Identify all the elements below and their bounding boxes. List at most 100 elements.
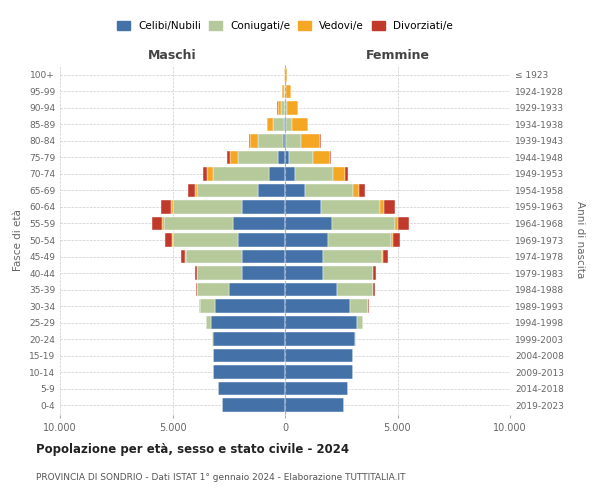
- Bar: [323, 266, 373, 280]
- Bar: [305, 184, 353, 197]
- Bar: [222, 398, 285, 412]
- Bar: [278, 101, 281, 114]
- Bar: [230, 150, 238, 164]
- Bar: [359, 184, 365, 197]
- Bar: [355, 332, 356, 346]
- Bar: [285, 167, 295, 180]
- Bar: [215, 300, 285, 313]
- Bar: [285, 300, 350, 313]
- Bar: [211, 316, 285, 330]
- Bar: [353, 184, 359, 197]
- Bar: [323, 250, 382, 264]
- Bar: [233, 216, 285, 230]
- Bar: [337, 283, 373, 296]
- Bar: [161, 200, 170, 214]
- Bar: [285, 184, 305, 197]
- Bar: [281, 101, 284, 114]
- Bar: [301, 134, 320, 147]
- Bar: [269, 167, 285, 180]
- Bar: [238, 233, 285, 247]
- Bar: [373, 283, 374, 296]
- Bar: [329, 150, 331, 164]
- Bar: [181, 250, 185, 264]
- Bar: [285, 316, 357, 330]
- Bar: [152, 216, 162, 230]
- Bar: [383, 250, 388, 264]
- Bar: [395, 216, 398, 230]
- Bar: [380, 200, 383, 214]
- Bar: [286, 118, 292, 131]
- Bar: [284, 118, 285, 131]
- Bar: [328, 233, 391, 247]
- Bar: [238, 150, 278, 164]
- Bar: [357, 316, 362, 330]
- Bar: [170, 200, 173, 214]
- Bar: [242, 200, 285, 214]
- Bar: [172, 233, 173, 247]
- Bar: [258, 184, 285, 197]
- Bar: [218, 382, 285, 396]
- Bar: [285, 283, 337, 296]
- Y-axis label: Anni di nascita: Anni di nascita: [575, 202, 585, 278]
- Bar: [286, 134, 301, 147]
- Bar: [163, 216, 233, 230]
- Bar: [285, 233, 328, 247]
- Bar: [186, 250, 242, 264]
- Bar: [196, 283, 197, 296]
- Bar: [165, 233, 172, 247]
- Bar: [285, 250, 323, 264]
- Bar: [285, 349, 353, 362]
- Bar: [208, 167, 213, 180]
- Bar: [206, 316, 211, 330]
- Bar: [344, 167, 348, 180]
- Bar: [285, 101, 287, 114]
- Text: Maschi: Maschi: [148, 48, 197, 62]
- Bar: [213, 366, 285, 379]
- Bar: [250, 134, 258, 147]
- Bar: [258, 134, 283, 147]
- Bar: [373, 266, 376, 280]
- Bar: [382, 250, 383, 264]
- Bar: [188, 184, 194, 197]
- Bar: [332, 216, 395, 230]
- Bar: [229, 283, 285, 296]
- Y-axis label: Fasce di età: Fasce di età: [13, 209, 23, 271]
- Bar: [285, 200, 321, 214]
- Bar: [194, 184, 197, 197]
- Bar: [398, 216, 409, 230]
- Bar: [242, 250, 285, 264]
- Bar: [173, 200, 242, 214]
- Bar: [287, 101, 298, 114]
- Bar: [283, 134, 285, 147]
- Legend: Celibi/Nubili, Coniugati/e, Vedovi/e, Divorziati/e: Celibi/Nubili, Coniugati/e, Vedovi/e, Di…: [114, 18, 456, 34]
- Text: Popolazione per età, sesso e stato civile - 2024: Popolazione per età, sesso e stato civil…: [36, 442, 349, 456]
- Bar: [286, 84, 290, 98]
- Bar: [197, 184, 258, 197]
- Bar: [162, 216, 163, 230]
- Bar: [313, 150, 329, 164]
- Bar: [368, 300, 369, 313]
- Bar: [285, 398, 343, 412]
- Bar: [242, 266, 285, 280]
- Bar: [213, 349, 285, 362]
- Text: PROVINCIA DI SONDRIO - Dati ISTAT 1° gennaio 2024 - Elaborazione TUTTITALIA.IT: PROVINCIA DI SONDRIO - Dati ISTAT 1° gen…: [36, 472, 406, 482]
- Bar: [185, 250, 186, 264]
- Bar: [213, 332, 285, 346]
- Bar: [285, 382, 348, 396]
- Bar: [272, 118, 284, 131]
- Bar: [285, 332, 355, 346]
- Bar: [285, 68, 287, 82]
- Bar: [213, 167, 269, 180]
- Bar: [282, 84, 284, 98]
- Bar: [285, 150, 289, 164]
- Bar: [278, 150, 285, 164]
- Bar: [173, 233, 238, 247]
- Bar: [393, 233, 400, 247]
- Bar: [249, 134, 250, 147]
- Bar: [199, 300, 215, 313]
- Bar: [203, 167, 208, 180]
- Bar: [285, 216, 332, 230]
- Bar: [197, 266, 242, 280]
- Bar: [285, 366, 353, 379]
- Bar: [334, 167, 344, 180]
